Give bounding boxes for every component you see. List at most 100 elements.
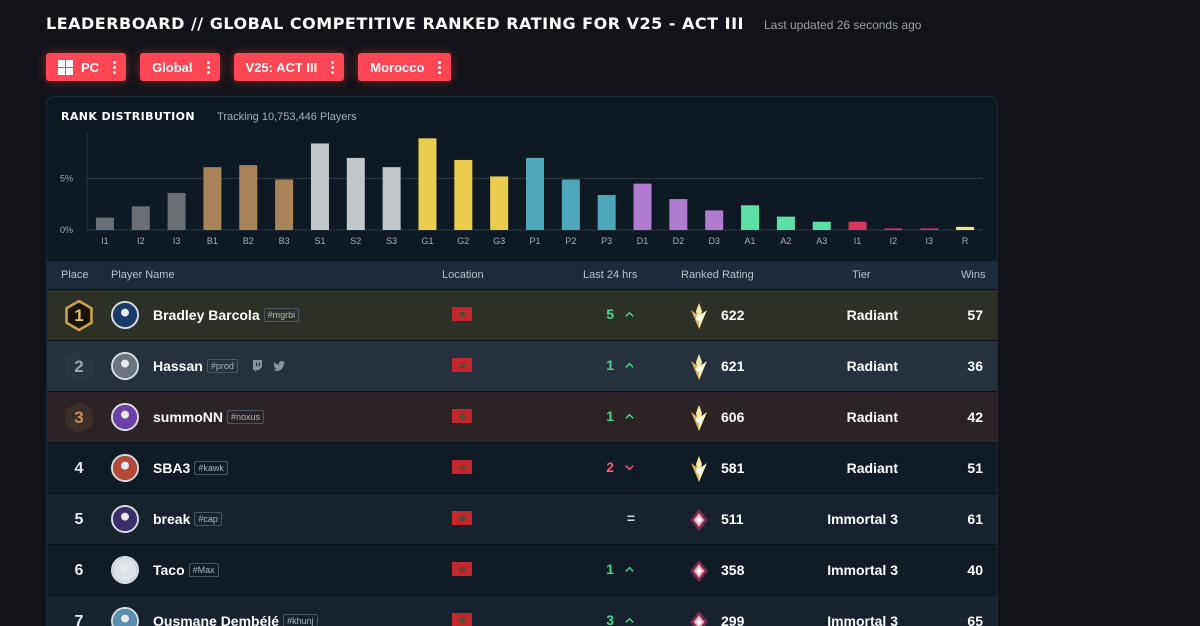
ranked-rating: 621 (721, 358, 745, 374)
radiant-rank-icon (691, 354, 707, 380)
avatar[interactable] (111, 454, 139, 482)
place-number: 4 (74, 459, 84, 477)
bar-i2-22 (884, 228, 903, 230)
immortal-rank-icon (690, 611, 708, 626)
col-rating[interactable]: Ranked Rating (681, 269, 754, 281)
wins: 57 (967, 307, 983, 323)
place-number: 5 (74, 510, 84, 528)
bar-r-24 (956, 226, 975, 230)
col-last24[interactable]: Last 24 hrs (583, 269, 638, 281)
x-tick-label: D2 (673, 236, 685, 246)
change-value: 1 (606, 561, 614, 577)
x-tick-label: I1 (101, 236, 109, 246)
player-name[interactable]: Taco (153, 562, 185, 578)
morocco-flag-icon (452, 511, 472, 525)
kebab-menu-icon (331, 60, 335, 74)
filter-label: V25: ACT III (245, 59, 318, 75)
place-cell: 2 (61, 341, 97, 392)
bar-g2-10 (454, 159, 473, 230)
col-place[interactable]: Place (61, 269, 89, 281)
table-row[interactable]: 2 Hassan #prod 1 621 Radiant 36 (47, 340, 997, 392)
change-value: 1 (606, 408, 614, 424)
leaderboard-table: Place Player Name Location Last 24 hrs R… (47, 261, 997, 626)
col-tier[interactable]: Tier (852, 269, 871, 281)
wins: 36 (967, 358, 983, 374)
last-updated: Last updated 26 seconds ago (763, 18, 922, 32)
arrow-up-icon (625, 311, 634, 317)
player-name-cell: Ousmane Dembélé #khunj (153, 613, 318, 626)
col-player[interactable]: Player Name (111, 269, 175, 281)
twitch-icon[interactable] (252, 360, 263, 372)
tier: Radiant (846, 358, 898, 374)
player-name[interactable]: Ousmane Dembélé (153, 613, 280, 626)
arrow-down-icon (625, 464, 634, 470)
table-row[interactable]: 6 Taco #Max 1 358 Immortal 3 40 (47, 544, 997, 596)
filter-region[interactable]: Global (140, 53, 220, 81)
distribution-header: RANK DISTRIBUTION Tracking 10,753,446 Pl… (61, 110, 357, 123)
x-tick-label: I1 (854, 236, 862, 246)
bar-i1-0 (95, 217, 114, 230)
x-tick-label: I3 (925, 236, 933, 246)
player-name[interactable]: Bradley Barcola (153, 307, 260, 323)
bar-a1-18 (741, 205, 760, 230)
distribution-subtitle: Tracking 10,753,446 Players (217, 111, 357, 123)
col-wins[interactable]: Wins (961, 269, 986, 281)
last24-change: = (547, 510, 635, 526)
table-row[interactable]: 3 summoNN #noxus 1 606 Radiant 42 (47, 391, 997, 442)
player-name[interactable]: SBA3 (153, 460, 191, 476)
kebab-menu-icon (113, 60, 117, 74)
player-name-cell: summoNN #noxus (153, 409, 265, 425)
change-value: = (626, 510, 635, 526)
place-cell: 4 (61, 443, 97, 494)
table-row[interactable]: 7 Ousmane Dembélé #khunj 3 299 Immortal … (47, 595, 997, 626)
tier: Immortal 3 (827, 511, 898, 527)
x-tick-label: P1 (529, 236, 540, 246)
place-number: 3 (74, 407, 84, 427)
table-body: 1 Bradley Barcola #mgrbi 5 622 Radiant 5… (47, 289, 997, 626)
last24-change: 2 (547, 459, 635, 475)
table-row[interactable]: 5 break #cap = 511 Immortal 3 61 (47, 493, 997, 545)
wins: 51 (967, 460, 983, 476)
filter-act[interactable]: V25: ACT III (233, 53, 345, 81)
place-cell: 5 (61, 494, 97, 545)
bar-p2-13 (561, 179, 580, 230)
tier: Immortal 3 (827, 613, 898, 626)
kebab-menu-icon (438, 60, 442, 74)
filter-country[interactable]: Morocco (358, 53, 452, 81)
last24-change: 1 (547, 561, 635, 577)
avatar[interactable] (111, 607, 139, 626)
place-cell: 6 (61, 545, 97, 596)
twitter-icon[interactable] (272, 361, 285, 371)
x-tick-label: I2 (890, 236, 898, 246)
last24-change: 5 (547, 306, 635, 322)
player-name[interactable]: summoNN (153, 409, 224, 425)
filter-platform[interactable]: PC (46, 53, 127, 81)
wins: 42 (967, 409, 983, 425)
social-links (252, 360, 285, 372)
tier: Radiant (846, 307, 898, 323)
morocco-flag-icon (452, 460, 472, 474)
player-tag: #cap (194, 512, 222, 526)
wins: 65 (967, 613, 983, 626)
place-cell: 7 (61, 596, 97, 626)
avatar[interactable] (111, 556, 139, 584)
bar-d2-16 (669, 199, 688, 230)
avatar[interactable] (111, 352, 139, 380)
x-tick-label: S2 (350, 236, 361, 246)
bar-d1-15 (633, 183, 652, 230)
player-name[interactable]: Hassan (153, 358, 203, 374)
avatar[interactable] (111, 301, 139, 329)
y-tick-label: 0% (60, 225, 73, 235)
table-row[interactable]: 1 Bradley Barcola #mgrbi 5 622 Radiant 5… (47, 289, 997, 340)
avatar[interactable] (111, 505, 139, 533)
last24-change: 1 (547, 408, 635, 424)
avatar[interactable] (111, 403, 139, 431)
tier: Radiant (846, 409, 898, 425)
change-value: 5 (606, 306, 614, 322)
col-location[interactable]: Location (442, 269, 484, 281)
x-tick-label: R (962, 236, 969, 246)
x-tick-label: G3 (493, 236, 505, 246)
immortal-rank-icon (690, 509, 708, 531)
table-row[interactable]: 4 SBA3 #kawk 2 581 Radiant 51 (47, 442, 997, 494)
player-name[interactable]: break (153, 511, 191, 527)
